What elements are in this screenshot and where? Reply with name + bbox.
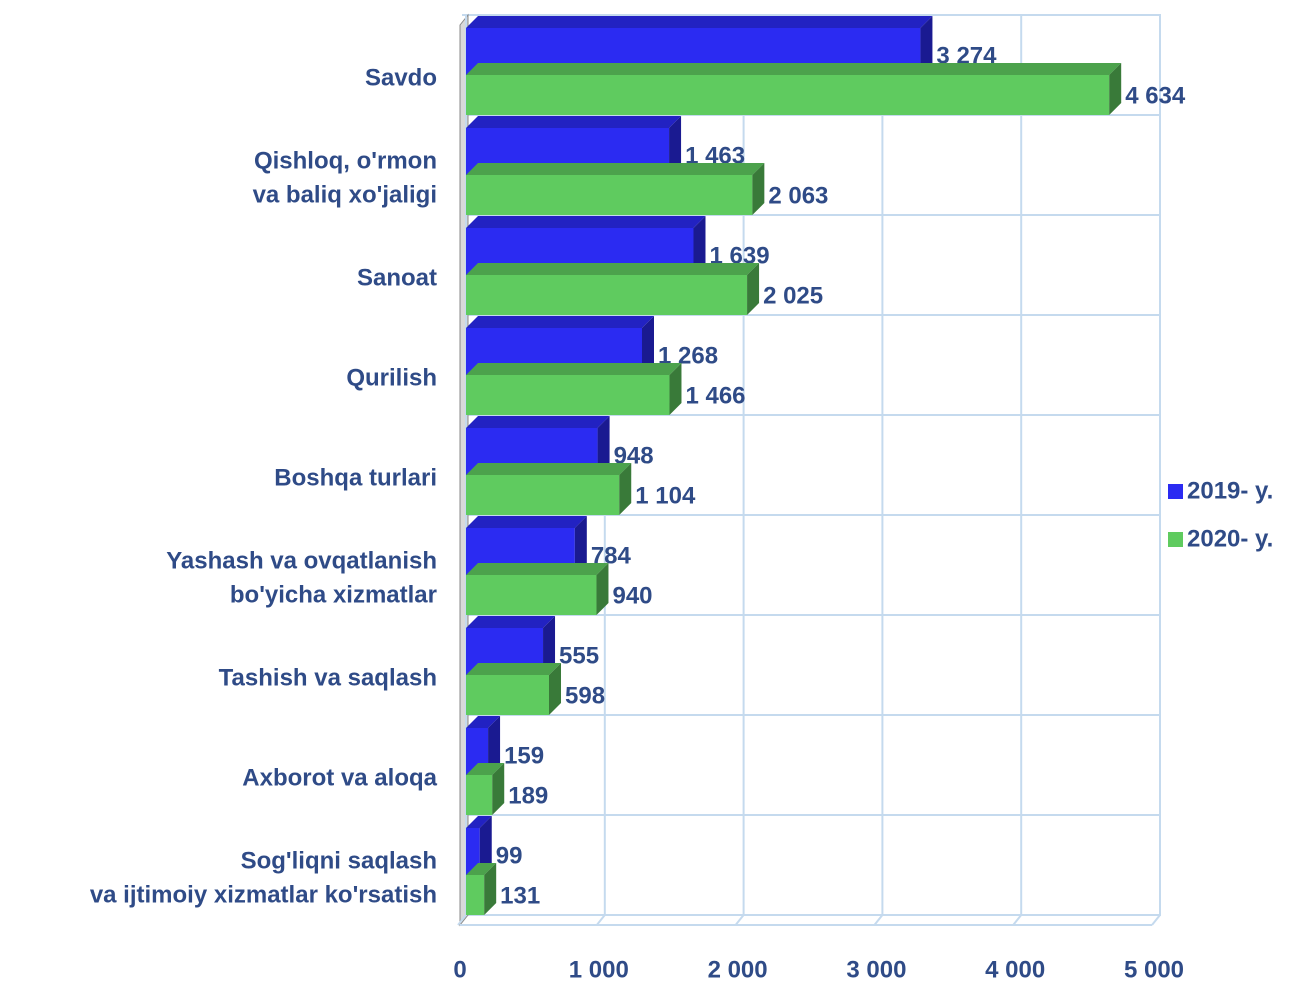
bar-top — [466, 263, 760, 275]
value-label: 2 025 — [763, 282, 823, 309]
tick-mark — [1012, 914, 1022, 926]
value-label: 598 — [565, 682, 605, 709]
bar — [466, 275, 748, 315]
bar-top — [466, 563, 609, 575]
bar-top — [466, 416, 610, 428]
bar — [466, 675, 550, 715]
value-label: 159 — [504, 742, 544, 769]
bar-top — [466, 516, 587, 528]
y-tick-label: Qishloq, o'rmon — [254, 147, 437, 174]
bar-side — [693, 216, 706, 275]
bar-top — [466, 216, 706, 228]
bar-top — [466, 663, 562, 675]
bar-top — [466, 816, 492, 828]
value-label: 131 — [500, 882, 540, 909]
bar — [466, 375, 670, 415]
bar-top — [466, 63, 1122, 75]
value-label: 1 104 — [635, 482, 696, 509]
x-tick-label: 2 000 — [708, 956, 768, 983]
value-label: 99 — [496, 842, 523, 869]
bar-top — [466, 116, 682, 128]
value-label: 2 063 — [768, 182, 828, 209]
value-label: 555 — [559, 642, 599, 669]
bar — [466, 175, 753, 215]
tick-mark — [873, 914, 884, 926]
bar-top — [466, 616, 556, 628]
tick-mark — [596, 914, 606, 926]
x-tick-label: 0 — [453, 956, 466, 983]
y-tick-label: Axborot va aloqa — [242, 764, 437, 791]
y-tick-label: Savdo — [365, 64, 437, 91]
bar-side — [747, 263, 760, 315]
bar-side — [920, 16, 933, 75]
bar-side — [549, 663, 562, 715]
value-label: 1 466 — [685, 382, 745, 409]
bar-side — [574, 516, 587, 575]
bar-side — [669, 363, 682, 415]
y-tick-label: bo'yicha xizmatlar — [230, 581, 437, 608]
bar-side — [752, 163, 765, 215]
bar-side — [479, 816, 492, 875]
y-tick-label: Boshqa turlari — [274, 464, 437, 491]
bar-top — [466, 716, 501, 728]
x-tick-label: 3 000 — [846, 956, 906, 983]
y-tick-label: va ijtimoiy xizmatlar ko'rsatish — [90, 881, 437, 908]
bar-side — [492, 763, 505, 815]
legend-swatch — [1168, 532, 1183, 547]
legend-label: 2020- y. — [1187, 525, 1273, 552]
x-tick-label: 4 000 — [985, 956, 1045, 983]
bar — [466, 75, 1110, 115]
bar-side — [619, 463, 632, 515]
bar-top — [466, 16, 933, 28]
bar-side — [1109, 63, 1122, 115]
tick-mark — [457, 914, 467, 926]
tick-mark — [1151, 914, 1161, 926]
y-tick-label: Qurilish — [346, 364, 437, 391]
bar-top — [466, 763, 505, 775]
bar-top — [466, 363, 682, 375]
tick-mark — [734, 914, 745, 926]
bar-side — [484, 863, 497, 915]
bar-side — [641, 316, 654, 375]
y-tick-label: Sanoat — [357, 264, 437, 291]
legend-swatch — [1168, 484, 1183, 499]
y-tick-label: Yashash va ovqatlanish — [166, 547, 437, 574]
bar — [466, 575, 597, 615]
y-tick-label: Tashish va saqlash — [219, 664, 437, 691]
bar — [466, 828, 480, 875]
bar-top — [466, 463, 632, 475]
bar-top — [466, 163, 765, 175]
bar-side — [597, 416, 610, 475]
bar — [466, 875, 485, 915]
bar — [466, 775, 493, 815]
bar-top — [466, 863, 497, 875]
bar-top — [466, 316, 654, 328]
bar — [466, 475, 620, 515]
bar-side — [669, 116, 682, 175]
bar-side — [543, 616, 556, 675]
value-label: 940 — [612, 582, 652, 609]
y-tick-label: Sog'liqni saqlash — [241, 847, 437, 874]
y-tick-label: va baliq xo'jaligi — [253, 181, 437, 208]
value-label: 4 634 — [1125, 82, 1186, 109]
bar-side — [596, 563, 609, 615]
value-label: 189 — [508, 782, 548, 809]
x-tick-label: 5 000 — [1124, 956, 1184, 983]
x-tick-label: 1 000 — [569, 956, 629, 983]
legend-label: 2019- y. — [1187, 477, 1273, 504]
bar-side — [488, 716, 501, 775]
